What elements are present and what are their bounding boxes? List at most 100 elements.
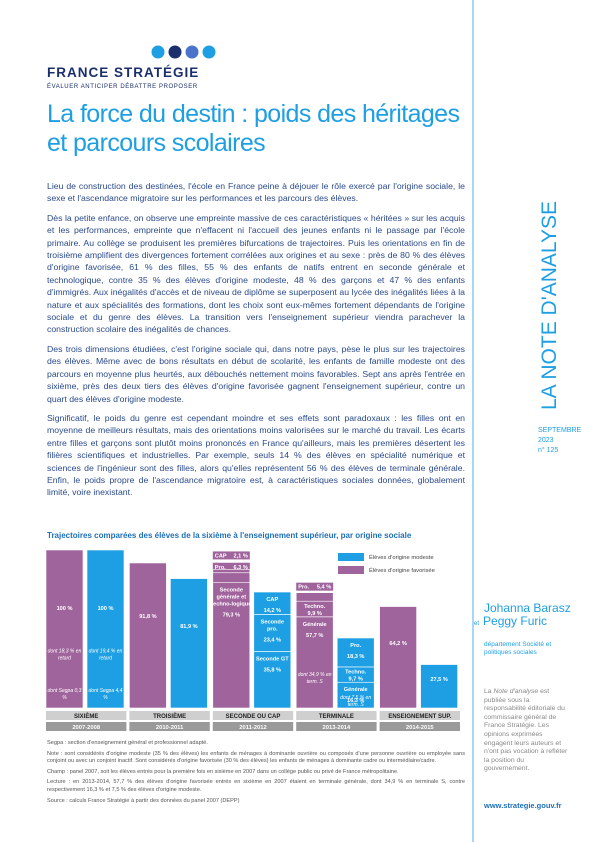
period-label: 2007-2008 — [72, 725, 100, 731]
value-label: 6,3 % — [233, 565, 247, 571]
bar-segment — [45, 549, 84, 709]
category-band — [129, 711, 210, 720]
about-text: est publiée sous la responsabilité édito… — [484, 688, 568, 773]
value-label: 16,3 % — [347, 698, 364, 704]
period-label: 2011-2012 — [239, 725, 266, 731]
category-label: SIXIÈME — [74, 712, 98, 720]
about-text: La — [484, 688, 494, 695]
period-label: 2013-2014 — [323, 725, 351, 731]
segment-label: Techno. — [304, 604, 325, 610]
chart-note: Lecture : en 2013-2014, 57,7 % des élève… — [47, 779, 465, 793]
segment-label: Techno. — [345, 670, 366, 676]
value-label: 64,2 % — [389, 641, 406, 647]
bar-note: dont Segpa 4,4% — [89, 688, 123, 701]
value-label: 57,7 % — [306, 633, 323, 639]
segment-label: CAP — [266, 597, 278, 603]
category-label: SECONDE OU CAP — [226, 714, 281, 720]
category-label: ENSEIGNEMENT SUP. — [388, 714, 451, 720]
authors: Johanna Barasz et Peggy Furic — [474, 602, 571, 631]
value-label: 9,7 % — [349, 677, 363, 683]
segment-label: Pro. — [215, 565, 226, 571]
segment-label: Générale — [303, 622, 327, 628]
website[interactable]: www.strategie.gouv.fr — [484, 801, 562, 810]
bar-segment — [253, 614, 292, 652]
chart-note: Champ : panel 2007, soit les élèves entr… — [47, 768, 399, 775]
value-label: 79,3 % — [223, 613, 240, 619]
month: SEPTEMBRE — [538, 427, 582, 434]
category-label: TROISIÈME — [153, 712, 186, 720]
period-band — [379, 722, 460, 731]
value-label: 18,3 % — [347, 654, 364, 660]
period-label: 2014-2015 — [406, 725, 434, 731]
logo-dot — [202, 45, 216, 59]
logo-dot — [168, 45, 182, 59]
segment-label: Seconde générale et techno-logique — [211, 588, 251, 608]
label-box — [212, 551, 250, 560]
category-band — [379, 711, 460, 720]
bar-note: dont 34,9 % en term. S — [298, 672, 332, 685]
bar-note: dont 7,5 % en term. S — [340, 695, 371, 708]
segment-label: CAP — [215, 553, 227, 559]
body-text: Lieu de construction des destinées, l'éc… — [47, 180, 465, 506]
category-band — [46, 711, 127, 720]
category-band — [212, 711, 294, 720]
chart-note: Note : sont considérés d'origine modeste… — [47, 750, 465, 765]
year: 2023 — [538, 437, 554, 444]
value-label: 23,4 % — [264, 637, 281, 643]
period-label: 2010-2011 — [156, 725, 184, 731]
author: Peggy Furic — [483, 614, 548, 628]
value-label: 9,9 % — [308, 611, 322, 617]
segment-label: Générale — [344, 687, 368, 693]
title: La force du destin : poids des héritages… — [47, 100, 460, 157]
paragraph: Des trois dimensions étudiées, c'est l'o… — [47, 343, 465, 404]
value-label: 81,9 % — [180, 624, 197, 630]
segment-label: Pro. — [350, 643, 361, 649]
author-joiner: et — [474, 621, 480, 627]
category-label: TERMINALE — [319, 714, 354, 720]
bar-segment — [170, 578, 208, 709]
segment-label: Seconde pro. — [261, 619, 284, 632]
logo-name: FRANCE STRATÉGIE — [47, 65, 199, 80]
label-box — [296, 582, 334, 591]
value-label: 5,4 % — [317, 585, 331, 591]
bar-segment — [420, 664, 458, 709]
department: département Société et politiques social… — [484, 641, 552, 656]
value-label: 27,5 % — [430, 677, 447, 683]
paragraph: Dès la petite enfance, on observe une em… — [47, 212, 465, 335]
period-band — [129, 722, 210, 731]
chart-note: Segpa : section d'enseignement général e… — [47, 740, 208, 746]
bar-segment — [212, 582, 251, 709]
value-label: 100 % — [98, 606, 114, 612]
paragraph: Significatif, le poids du genre est cepe… — [47, 412, 465, 498]
segment-label: Pro. — [298, 585, 309, 591]
period-band — [296, 722, 377, 731]
issue: n° 125 — [538, 446, 558, 454]
period-band — [46, 722, 127, 731]
bar-segment — [253, 591, 292, 615]
label-box — [212, 562, 250, 571]
about-text: Note d'analyse — [493, 688, 539, 695]
value-label: 91,8 % — [139, 614, 156, 620]
bar-segment — [129, 562, 167, 709]
bar-segment — [212, 569, 251, 574]
chart-title: Trajectoires comparées des élèves de la … — [47, 531, 412, 540]
bar-segment — [212, 572, 251, 584]
bar-segment — [336, 637, 375, 668]
paragraph: Lieu de construction des destinées, l'éc… — [47, 181, 465, 204]
bar-segment — [253, 651, 292, 709]
series-name: LA NOTE D'ANALYSE — [538, 201, 561, 410]
bar-segment — [295, 592, 334, 602]
value-label: 35,8 % — [264, 667, 281, 673]
logo-dot — [151, 45, 165, 59]
about: La Note d'analyse est publiée sous la re… — [484, 688, 570, 774]
category-band — [296, 711, 377, 720]
legend-swatch — [338, 566, 364, 574]
bar-segment — [295, 616, 334, 709]
legend-label: Élèves d'origine modeste — [369, 554, 434, 561]
chart-notes: Segpa : section d'enseignement général e… — [47, 740, 465, 808]
value-label: 2,1 % — [233, 553, 247, 559]
legend-swatch — [338, 553, 364, 561]
